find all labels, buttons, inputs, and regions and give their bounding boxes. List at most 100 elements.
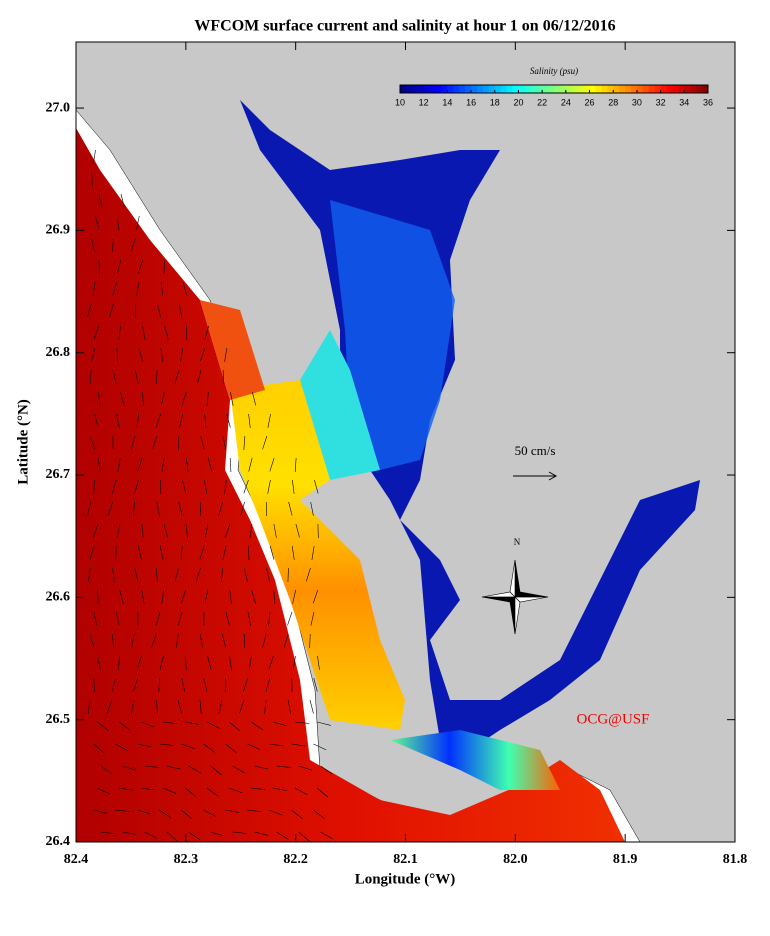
vector — [93, 479, 95, 494]
vector — [251, 589, 256, 604]
vector — [131, 699, 135, 714]
colorbar-segment — [488, 85, 496, 93]
vector — [225, 743, 237, 753]
colorbar-segment — [400, 85, 407, 93]
vector — [188, 765, 201, 774]
vector — [116, 347, 119, 362]
vector — [159, 809, 172, 819]
vector — [269, 457, 275, 472]
y-tick-label: 26.6 — [46, 590, 71, 605]
vector — [310, 501, 314, 516]
vector — [156, 369, 158, 384]
vector — [100, 765, 113, 775]
vector — [178, 501, 183, 516]
vector — [116, 523, 121, 538]
vector — [137, 545, 142, 560]
vector — [111, 479, 117, 494]
vector — [207, 721, 220, 729]
colorbar-segment — [423, 85, 431, 93]
colorbar-segment — [565, 85, 573, 93]
vector — [122, 831, 137, 835]
vector — [276, 831, 289, 840]
vector — [134, 369, 139, 384]
vector — [310, 611, 315, 626]
vector — [195, 567, 201, 582]
vector — [93, 523, 99, 538]
vector — [251, 721, 264, 731]
vector — [204, 325, 209, 340]
vector — [96, 787, 110, 795]
vector — [155, 413, 161, 428]
vector — [94, 215, 100, 230]
colorbar-segment — [631, 85, 638, 93]
vector — [87, 303, 92, 318]
colorbar-segment — [459, 85, 466, 93]
vector — [200, 347, 206, 362]
colorbar-segment — [512, 85, 519, 93]
vector — [112, 237, 114, 252]
vector — [232, 765, 245, 774]
vector — [115, 611, 120, 626]
vector — [180, 347, 184, 362]
vector — [225, 611, 230, 626]
vector — [267, 479, 271, 494]
colorbar-segment — [642, 85, 650, 93]
vector — [251, 787, 265, 790]
colorbar-segment — [583, 85, 591, 93]
vector — [229, 457, 232, 472]
vector — [141, 721, 155, 728]
colorbar-segment — [654, 85, 662, 93]
vector — [243, 479, 249, 494]
vector — [92, 281, 96, 296]
vector — [111, 633, 115, 648]
colorbar-tick-label: 26 — [585, 97, 595, 107]
vector — [269, 743, 284, 747]
colorbar-tick-label: 24 — [561, 97, 571, 107]
vector — [181, 809, 193, 820]
vector — [166, 765, 181, 770]
vector — [134, 567, 139, 582]
vector — [317, 655, 320, 670]
vector — [247, 611, 251, 626]
vector — [131, 633, 135, 648]
vector — [313, 809, 325, 819]
colorbar-segment — [441, 85, 448, 93]
vector — [287, 611, 293, 626]
x-axis-label: Longitude (°W) — [355, 871, 456, 887]
vector — [199, 699, 202, 714]
colorbar-frame — [399, 84, 709, 94]
pass-water — [300, 330, 380, 480]
colorbar-tick-label: 16 — [466, 97, 476, 107]
vector — [287, 699, 292, 714]
colorbar-label: Salinity (psu) — [530, 66, 578, 76]
vector — [181, 677, 186, 692]
y-tick-label: 27.0 — [46, 100, 71, 115]
vector — [118, 787, 133, 791]
vector — [180, 545, 183, 560]
colorbar-segment — [417, 85, 425, 93]
vector — [298, 765, 313, 771]
vector — [137, 743, 152, 748]
colorbar-tick-label: 18 — [490, 97, 500, 107]
x-tick-label: 82.2 — [283, 852, 308, 867]
vector — [91, 347, 96, 362]
vector — [222, 435, 227, 450]
colorbar-segment — [571, 85, 579, 93]
vector — [93, 325, 99, 340]
vector — [225, 809, 240, 813]
colorbar-tick-label: 20 — [513, 97, 523, 107]
vector — [229, 721, 241, 732]
vector — [283, 633, 289, 648]
vector — [93, 743, 105, 754]
vector — [313, 743, 327, 751]
vector — [203, 809, 216, 817]
colorbar-segment — [577, 85, 585, 93]
colorbar-segment — [589, 85, 596, 93]
vector — [185, 655, 187, 670]
vector — [197, 369, 202, 384]
vector — [267, 413, 271, 428]
vector — [182, 281, 188, 296]
vector — [179, 413, 183, 428]
vector — [89, 545, 95, 560]
vector — [309, 633, 311, 649]
